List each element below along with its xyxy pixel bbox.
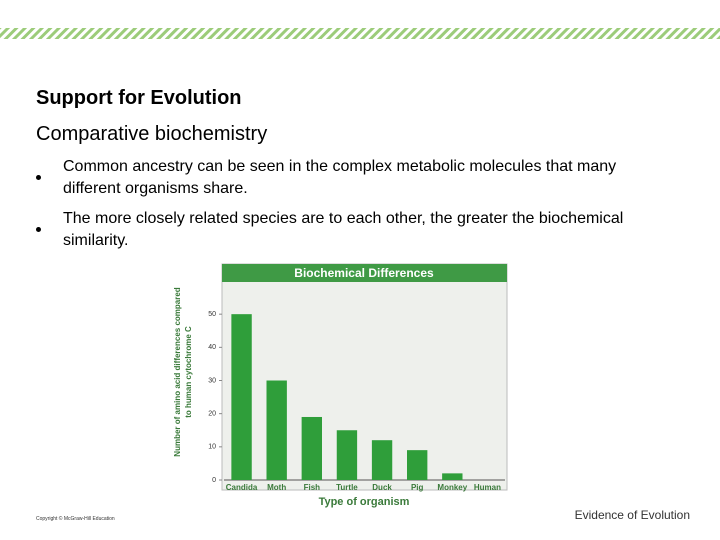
x-axis-label: Type of organism — [319, 496, 410, 508]
bar — [371, 440, 393, 480]
bar — [266, 380, 287, 480]
bar — [407, 450, 428, 480]
bar — [336, 430, 358, 480]
footer: Evidence of Evolution — [574, 508, 690, 522]
x-tick-label: Moth — [267, 483, 286, 492]
x-tick-label: Pig — [411, 483, 424, 492]
bar — [301, 416, 322, 480]
copyright: Copyright © McGraw-Hill Education — [36, 516, 115, 522]
x-tick-label: Human — [474, 483, 501, 492]
x-tick-label: Turtle — [336, 483, 358, 492]
y-tick-label: 10 — [208, 444, 216, 451]
bar — [231, 314, 252, 480]
bullet-dot — [36, 227, 41, 232]
y-tick-label: 30 — [208, 377, 216, 384]
y-axis-label: Number of amino acid differences compare… — [173, 287, 182, 456]
bar — [442, 473, 463, 480]
x-tick-label: Duck — [372, 483, 392, 492]
y-tick-label: 0 — [212, 477, 216, 484]
y-tick-label: 50 — [208, 311, 216, 318]
x-tick-label: Candida — [226, 483, 258, 492]
x-tick-label: Fish — [304, 483, 321, 492]
bullet-dot — [36, 175, 41, 180]
bullet-text: The more closely related species are to … — [63, 210, 624, 249]
slide-subtitle: Comparative biochemistry — [36, 123, 268, 145]
chart-title: Biochemical Differences — [294, 266, 434, 280]
top-stripe — [0, 28, 720, 39]
bullet-text: Common ancestry can be seen in the compl… — [63, 158, 617, 197]
chart-panel — [221, 263, 508, 491]
y-tick-label: 20 — [208, 411, 216, 418]
chart-title-band — [222, 264, 507, 282]
slide-title: Support for Evolution — [36, 87, 242, 109]
y-tick-label: 40 — [208, 344, 216, 351]
y-axis-label: to human cytochrome C — [184, 326, 193, 418]
x-tick-label: Monkey — [437, 483, 467, 492]
